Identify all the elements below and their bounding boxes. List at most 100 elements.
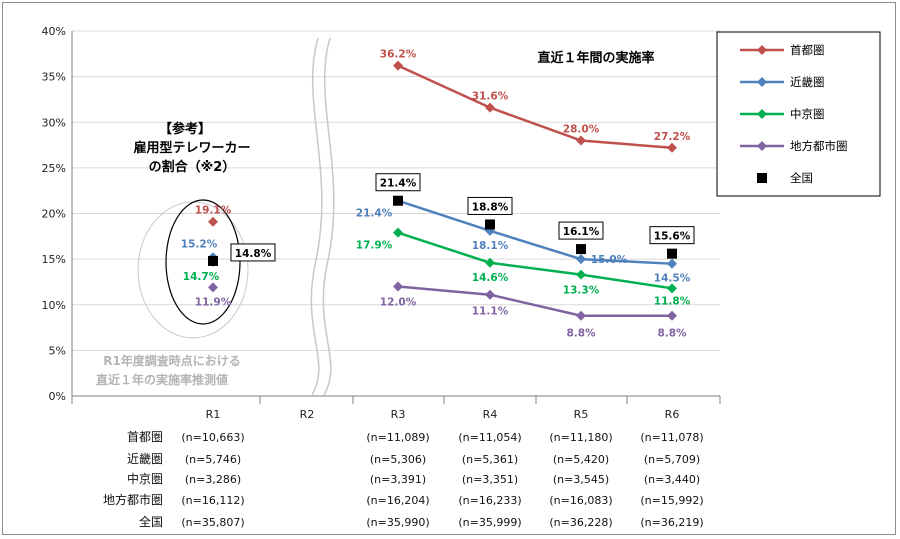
legend-marker xyxy=(757,141,767,151)
table-cell: (n=35,807) xyxy=(181,516,244,529)
y-tick-label: 40% xyxy=(42,25,66,38)
table-row: 中京圏 (n=3,286) (n=3,391) (n=3,351) (n=3,545) (… xyxy=(127,471,700,486)
y-tick-label: 5% xyxy=(49,344,66,357)
national-data-label: 18.8% xyxy=(472,201,509,213)
legend-item: 地方都市圏 xyxy=(740,139,848,153)
table-row-header: 地方都市圏 xyxy=(103,492,163,507)
data-point xyxy=(667,283,677,294)
reference-note-line2: 雇用型テレワーカー xyxy=(133,140,250,156)
data-point xyxy=(393,60,403,71)
table-cell: (n=36,219) xyxy=(640,516,703,529)
national-point xyxy=(667,248,677,259)
r1-note-line2: 直近１年の実施率推測値 xyxy=(96,372,228,387)
table-row-header: 近畿圏 xyxy=(127,452,163,466)
data-label: 15.0% xyxy=(591,254,628,266)
data-point xyxy=(485,102,495,113)
data-label: 15.2% xyxy=(181,238,218,250)
legend-item: 首都圏 xyxy=(740,43,825,57)
series-line xyxy=(397,231,673,290)
x-tick-label: R2 xyxy=(300,408,315,421)
table-cell: (n=5,306) xyxy=(370,453,426,466)
y-tick-label: 30% xyxy=(42,116,66,129)
table-cell: (n=3,545) xyxy=(553,473,609,486)
national-data-label: 14.8% xyxy=(235,248,272,260)
x-tick-label: R6 xyxy=(665,408,680,421)
data-point xyxy=(576,254,586,265)
data-point xyxy=(667,142,677,153)
r1-note-line1: R1年度調査時点における xyxy=(103,353,241,368)
table-cell: (n=5,709) xyxy=(644,453,700,466)
table-cell: (n=3,351) xyxy=(462,473,518,486)
series-全国: 14.8% 21.4% 18.8% 16.1% 15.6% xyxy=(208,173,695,266)
data-label: 17.9% xyxy=(356,240,393,252)
series-group: 19.1% 36.2% 31.6% 28.0% 27.2% 15.2% 21.4% 18.1%… xyxy=(181,49,695,340)
table-row: 首都圏 (n=10,663) (n=11,089) (n=11,054) (n=11,1… xyxy=(127,430,704,444)
legend-item: 近畿圏 xyxy=(740,75,825,89)
table-row-header: 首都圏 xyxy=(127,430,163,444)
data-label: 19.1% xyxy=(195,205,232,217)
table-cell: (n=11,180) xyxy=(549,431,612,444)
legend-label: 地方都市圏 xyxy=(790,139,848,153)
axis-break-line-left xyxy=(310,37,323,396)
data-label: 28.0% xyxy=(563,124,600,136)
table-cell: (n=11,078) xyxy=(640,431,703,444)
data-point xyxy=(576,135,586,146)
x-tick-label: R5 xyxy=(574,408,589,421)
data-point xyxy=(485,257,495,268)
data-label: 8.8% xyxy=(657,328,687,340)
data-label: 21.4% xyxy=(356,208,393,220)
table-cell: (n=35,990) xyxy=(366,516,429,529)
table-cell: (n=11,089) xyxy=(366,431,429,444)
national-point xyxy=(576,244,586,255)
data-point xyxy=(208,282,218,293)
series-地方都市圏: 11.9% 12.0% 11.1% 8.8% 8.8% xyxy=(195,281,687,340)
data-label: 11.8% xyxy=(654,295,691,307)
x-tick-label: R4 xyxy=(483,408,498,421)
legend-marker xyxy=(757,77,767,87)
data-point xyxy=(667,258,677,269)
national-label-box xyxy=(558,221,604,240)
r1-black-ellipse xyxy=(165,199,241,325)
table-cell: (n=35,999) xyxy=(458,516,521,529)
legend-label: 全国 xyxy=(790,171,813,185)
legend-item: 中京圏 xyxy=(740,107,825,121)
legend-item: 全国 xyxy=(757,171,813,185)
table-row: 近畿圏 (n=5,746) (n=5,306) (n=5,361) (n=5,420) (… xyxy=(127,452,700,466)
table-row-header: 全国 xyxy=(139,514,163,529)
sample-size-table: 首都圏 (n=10,663) (n=11,089) (n=11,054) (n=11,1… xyxy=(103,430,704,529)
table-cell: (n=3,286) xyxy=(185,473,241,486)
legend-marker xyxy=(757,109,767,119)
data-label: 18.1% xyxy=(472,240,509,252)
y-tick-label: 35% xyxy=(42,71,66,84)
national-point xyxy=(393,195,403,206)
data-label: 31.6% xyxy=(472,91,509,103)
reference-note-line3: の割合（※2） xyxy=(149,159,236,175)
table-cell: (n=3,391) xyxy=(370,473,426,486)
table-row: 地方都市圏 (n=16,112) (n=16,204) (n=16,233) (n=16… xyxy=(103,492,704,507)
national-point xyxy=(208,255,218,266)
national-label-box xyxy=(649,226,695,245)
table-cell: (n=5,420) xyxy=(553,453,609,466)
national-label-box xyxy=(467,196,513,215)
data-point xyxy=(576,310,586,321)
table-cell: (n=15,992) xyxy=(640,494,703,507)
series-近畿圏: 15.2% 21.4% 18.1% 15.0% 14.5% xyxy=(181,195,691,285)
x-tick-label: R3 xyxy=(391,408,406,421)
legend-label: 首都圏 xyxy=(790,43,825,57)
series-首都圏: 19.1% 36.2% 31.6% 28.0% 27.2% xyxy=(195,49,691,227)
table-cell: (n=16,204) xyxy=(366,494,429,507)
table-cell: (n=16,112) xyxy=(181,494,244,507)
axis-break-line-right xyxy=(322,37,335,396)
series-中京圏: 14.7% 17.9% 14.6% 13.3% 11.8% xyxy=(183,227,691,307)
reference-note-line1: 【参考】 xyxy=(159,121,211,137)
table-cell: (n=5,361) xyxy=(462,453,518,466)
r1-ellipses xyxy=(137,199,249,339)
y-tick-label: 25% xyxy=(42,162,66,175)
national-data-label: 15.6% xyxy=(654,231,691,243)
y-tick-label: 0% xyxy=(49,390,66,403)
data-point xyxy=(485,289,495,300)
y-tick-label: 15% xyxy=(42,253,66,266)
